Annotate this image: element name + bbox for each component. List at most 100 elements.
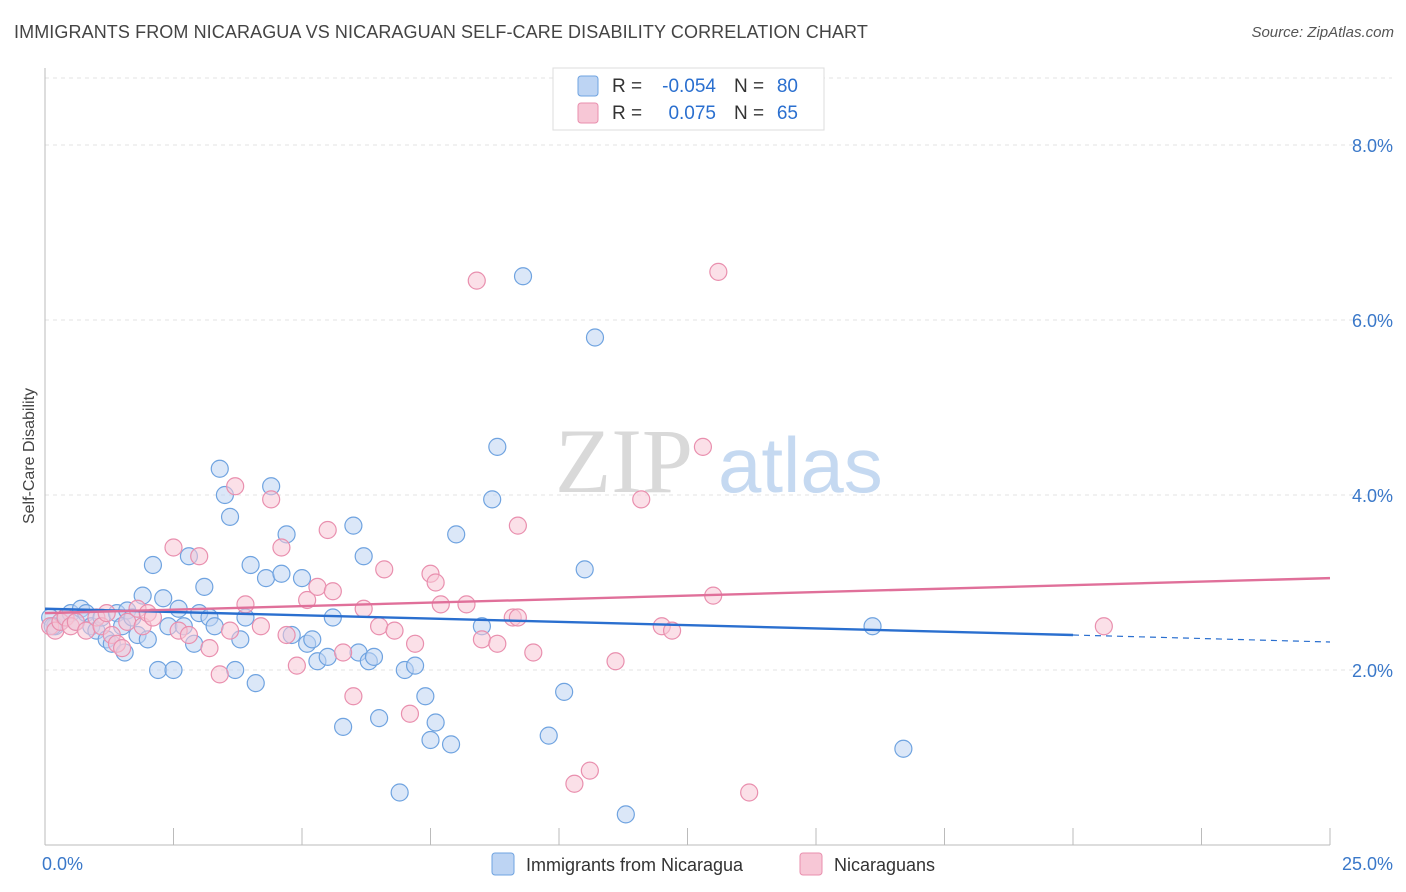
nicaraguans-point-49: [472, 630, 491, 649]
immigrants-point-66: [441, 735, 461, 754]
nicaraguans-point-65: [1094, 617, 1113, 636]
y-tick-label-6: 6.0%: [1352, 311, 1393, 331]
immigrants-point-73: [555, 682, 574, 701]
nicaraguans-point-47: [457, 595, 476, 614]
nicaraguans-point-33: [308, 577, 327, 596]
y-tick-label-4: 4.0%: [1352, 486, 1393, 506]
immigrants-point-21: [143, 555, 163, 575]
immigrants-point-37: [226, 660, 245, 680]
nicaraguans-point-18: [164, 538, 183, 557]
immigrants-point-65: [426, 713, 445, 732]
immigrants-point-53: [334, 717, 353, 736]
nicaraguans-point-22: [200, 639, 219, 658]
immigrants-point-67: [447, 525, 466, 544]
nicaraguans-point-32: [298, 590, 317, 610]
immigrants-point-52: [323, 608, 342, 627]
nicaraguans-point-20: [179, 625, 199, 645]
nicaraguans-point-30: [277, 625, 296, 645]
immigrants-point-68: [483, 490, 502, 509]
immigrants-point-75: [585, 328, 605, 347]
nicaraguans-point-54: [524, 643, 543, 662]
immigrants-point-47: [292, 569, 312, 588]
immigrants-point-49: [303, 630, 322, 649]
nicaraguans-point-27: [251, 617, 270, 636]
legend-pink-n-label: N =: [734, 103, 764, 124]
legend-bottom-pink-swatch: [799, 852, 823, 876]
nicaraguans-point-55: [565, 774, 584, 793]
immigrants-point-51: [318, 647, 337, 666]
nicaraguans-point-63: [709, 262, 728, 281]
immigrants-point-59: [370, 709, 389, 728]
nicaraguans-point-24: [220, 621, 240, 640]
nicaraguans-point-48: [467, 271, 486, 290]
y-tick-label-2: 2.0%: [1352, 661, 1393, 681]
nicaraguans-point-28: [262, 490, 281, 509]
legend-bottom-blue-swatch: [491, 852, 515, 876]
immigrants-point-69: [488, 437, 507, 456]
nicaraguans-point-42: [400, 704, 420, 723]
legend-bottom-blue-label: Immigrants from Nicaragua: [526, 855, 744, 875]
nicaraguans-point-34: [318, 520, 337, 540]
immigrants-point-44: [272, 564, 291, 583]
nicaraguans-point-39: [370, 617, 389, 636]
legend-blue-swatch: [577, 75, 599, 97]
watermark-atlas: atlas: [718, 421, 883, 509]
legend-top: R = -0.054 N = 80 R = 0.075 N = 65: [552, 67, 825, 131]
nicaraguans-point-45: [426, 573, 445, 592]
immigrants-point-60: [390, 783, 409, 802]
nicaraguans-point-43: [405, 634, 425, 653]
nicaraguans-point-50: [488, 634, 507, 653]
immigrants-point-25: [164, 660, 183, 680]
nicaraguans-point-64: [740, 783, 759, 802]
trend-lines: [44, 576, 1331, 643]
nicaraguans-point-46: [431, 595, 450, 614]
nicaraguans-point-57: [606, 652, 625, 671]
immigrants-point-72: [539, 726, 558, 745]
immigrants-trend-line: [44, 607, 1074, 637]
nicaraguans-point-58: [632, 490, 651, 509]
watermark-zip: ZIP: [555, 410, 693, 512]
watermark: ZIP atlas: [555, 410, 883, 512]
immigrants-point-23: [154, 589, 173, 608]
immigrants-point-31: [195, 577, 214, 596]
immigrants-trend-extension: [1072, 634, 1331, 643]
nicaraguans-point-23: [210, 665, 229, 684]
immigrants-point-36: [220, 507, 240, 526]
immigrants-point-34: [210, 459, 229, 478]
nicaraguans-point-53: [508, 516, 527, 535]
immigrants-point-22: [148, 660, 168, 680]
nicaraguans-point-35: [323, 582, 342, 601]
axes: [44, 68, 1331, 846]
immigrants-point-77: [863, 617, 882, 636]
series-nicaraguans-points: [41, 262, 1113, 802]
legend-pink-r-value: 0.075: [668, 103, 716, 124]
nicaraguans-point-60: [662, 621, 682, 640]
immigrants-point-76: [616, 805, 635, 824]
legend-blue-n-label: N =: [734, 76, 764, 97]
immigrants-point-64: [421, 730, 440, 750]
immigrants-point-33: [205, 617, 224, 636]
chart-source: Source: ZipAtlas.com: [1251, 24, 1394, 41]
x-tick-label-min: 0.0%: [42, 854, 83, 874]
nicaraguans-point-26: [236, 595, 255, 614]
immigrants-point-63: [416, 687, 435, 706]
immigrants-point-40: [241, 555, 260, 575]
legend-pink-swatch: [577, 102, 599, 124]
nicaraguans-point-25: [226, 477, 245, 496]
nicaraguans-point-41: [385, 621, 404, 640]
nicaraguans-point-12: [112, 639, 132, 658]
legend-blue-r-value: -0.054: [662, 76, 716, 97]
nicaraguans-point-31: [287, 656, 306, 675]
legend-pink-r-label: R =: [612, 103, 642, 124]
nicaraguans-point-9: [97, 604, 116, 623]
nicaraguans-point-21: [190, 547, 209, 566]
legend-pink-n-value: 65: [777, 103, 798, 124]
immigrants-point-58: [364, 647, 384, 666]
immigrants-point-54: [344, 516, 363, 535]
nicaraguans-point-56: [580, 761, 599, 780]
legend-bottom: Immigrants from Nicaragua Nicaraguans: [491, 852, 935, 876]
nicaraguans-point-36: [334, 643, 353, 662]
immigrants-point-62: [405, 656, 425, 675]
y-tick-labels: 2.0% 4.0% 6.0% 8.0%: [1352, 136, 1393, 681]
